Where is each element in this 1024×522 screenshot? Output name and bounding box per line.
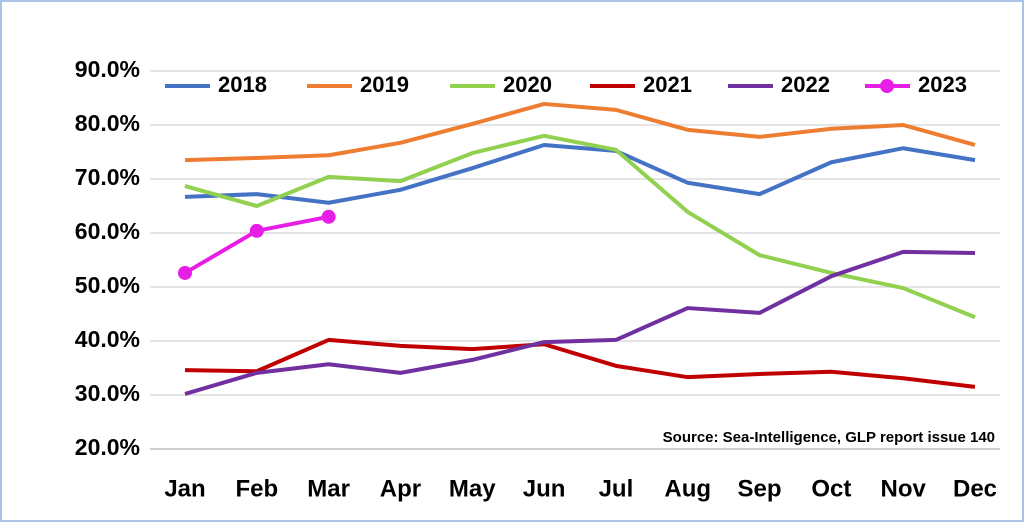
y-tick-label: 20.0% (75, 434, 140, 460)
legend-label: 2020 (503, 72, 552, 97)
series-line (184, 101, 976, 163)
series-line (184, 133, 976, 320)
x-tick-label: Sep (738, 475, 782, 502)
y-tick-label: 50.0% (75, 272, 140, 298)
legend-label: 2018 (218, 72, 267, 97)
y-tick-label: 40.0% (75, 326, 140, 352)
x-tick-label: Oct (811, 475, 851, 502)
series-line (184, 142, 976, 205)
series-marker (321, 209, 336, 224)
x-tick-label: Mar (307, 475, 350, 502)
y-tick-label: 30.0% (75, 380, 140, 406)
x-tick-label: Feb (235, 475, 278, 502)
series-marker (178, 265, 192, 280)
x-tick-label: Dec (953, 475, 997, 502)
x-tick-label: Jul (599, 475, 634, 502)
series-line (184, 249, 976, 396)
source-note: Source: Sea-Intelligence, GLP report iss… (663, 429, 995, 446)
x-tick-label: Jan (164, 475, 205, 502)
series-marker (249, 223, 264, 238)
y-tick-label: 60.0% (75, 218, 140, 244)
y-tick-label: 90.0% (75, 56, 140, 82)
legend-label: 2022 (781, 72, 830, 97)
x-tick-label: Nov (881, 475, 927, 502)
y-tick-label: 80.0% (75, 110, 140, 136)
x-tick-label: Jun (523, 475, 566, 502)
legend-marker (880, 79, 894, 93)
y-tick-label: 70.0% (75, 164, 140, 190)
legend-label: 2021 (643, 72, 692, 97)
series-line (184, 337, 976, 389)
legend-label: 2019 (360, 72, 409, 97)
x-tick-label: Aug (664, 475, 711, 502)
x-tick-label: May (449, 475, 496, 502)
legend-label: 2023 (918, 72, 967, 97)
x-tick-label: Apr (380, 475, 421, 502)
